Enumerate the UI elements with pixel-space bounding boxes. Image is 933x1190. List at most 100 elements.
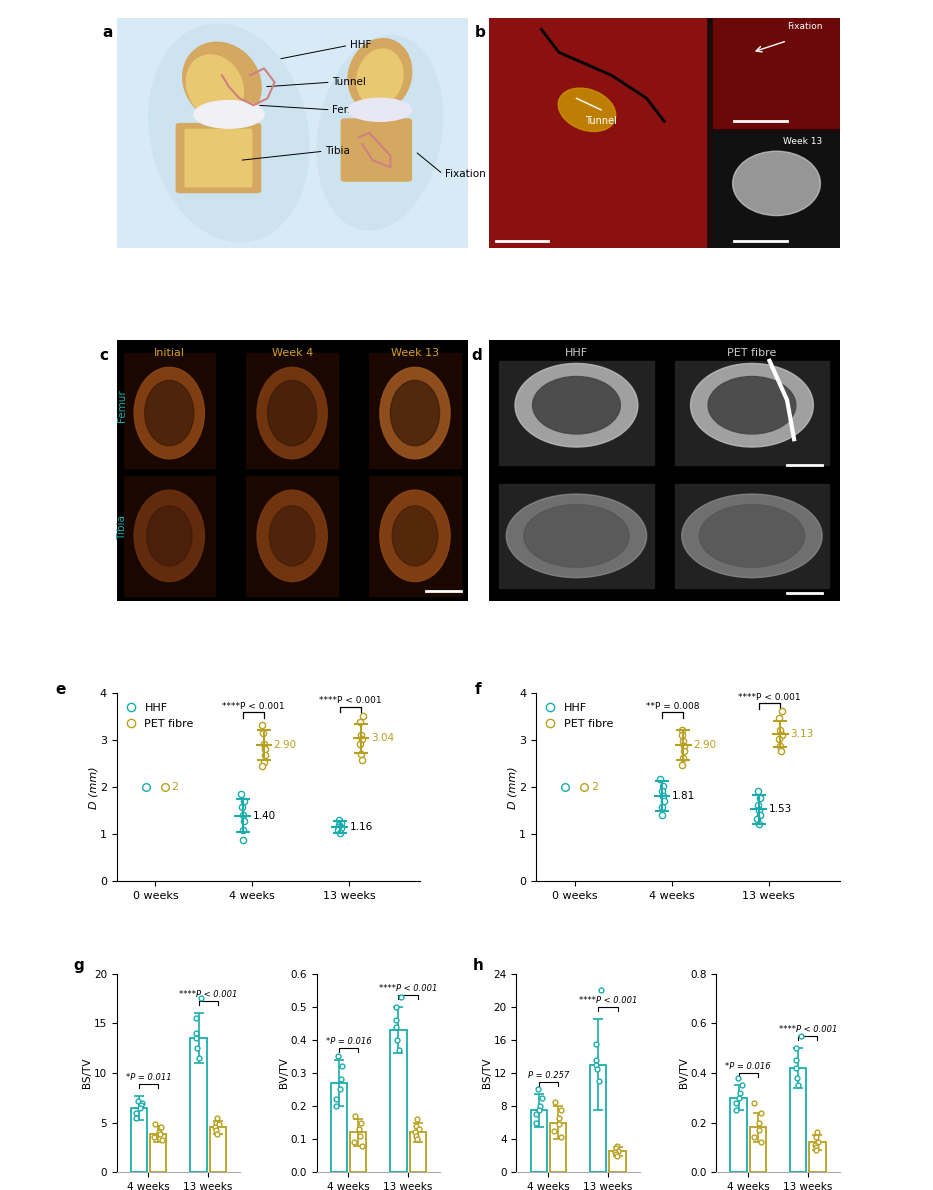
Bar bbox=[750, 1127, 766, 1172]
FancyBboxPatch shape bbox=[489, 18, 706, 248]
Legend: HHF, PET fibre: HHF, PET fibre bbox=[541, 699, 618, 733]
Text: 3.04: 3.04 bbox=[370, 733, 394, 744]
Bar bbox=[330, 1083, 347, 1172]
Text: d: d bbox=[471, 347, 481, 363]
Ellipse shape bbox=[558, 88, 616, 132]
Text: *P = 0.011: *P = 0.011 bbox=[126, 1073, 172, 1082]
Ellipse shape bbox=[257, 368, 327, 459]
Legend: HHF, PET fibre: HHF, PET fibre bbox=[122, 699, 198, 733]
Ellipse shape bbox=[356, 49, 403, 106]
Text: P = 0.257: P = 0.257 bbox=[527, 1071, 569, 1079]
FancyBboxPatch shape bbox=[246, 353, 338, 468]
Text: a: a bbox=[103, 25, 113, 39]
FancyBboxPatch shape bbox=[714, 18, 840, 129]
FancyBboxPatch shape bbox=[124, 476, 215, 596]
FancyBboxPatch shape bbox=[176, 124, 260, 193]
Text: Tibia: Tibia bbox=[326, 146, 351, 156]
Bar bbox=[210, 1127, 226, 1172]
FancyBboxPatch shape bbox=[369, 353, 461, 468]
Text: 2.90: 2.90 bbox=[273, 740, 297, 750]
Ellipse shape bbox=[187, 55, 244, 119]
FancyBboxPatch shape bbox=[499, 361, 654, 465]
Text: ****P < 0.001: ****P < 0.001 bbox=[222, 702, 285, 710]
Bar bbox=[350, 1133, 366, 1172]
Ellipse shape bbox=[507, 494, 647, 577]
Ellipse shape bbox=[145, 381, 194, 446]
Text: *P = 0.016: *P = 0.016 bbox=[725, 1063, 771, 1071]
Ellipse shape bbox=[682, 494, 822, 577]
Text: *P = 0.016: *P = 0.016 bbox=[326, 1036, 371, 1046]
Bar bbox=[591, 1065, 606, 1172]
FancyBboxPatch shape bbox=[124, 353, 215, 468]
FancyBboxPatch shape bbox=[246, 476, 338, 596]
Bar bbox=[131, 1108, 147, 1172]
Y-axis label: BS/TV: BS/TV bbox=[82, 1058, 92, 1088]
Ellipse shape bbox=[708, 376, 796, 434]
Text: b: b bbox=[475, 25, 485, 39]
Text: e: e bbox=[56, 682, 66, 697]
FancyBboxPatch shape bbox=[341, 119, 411, 181]
Text: ****P < 0.001: ****P < 0.001 bbox=[578, 996, 637, 1006]
Bar bbox=[531, 1110, 547, 1172]
Text: c: c bbox=[99, 347, 108, 363]
Ellipse shape bbox=[690, 363, 814, 447]
Text: 2: 2 bbox=[172, 782, 179, 793]
Text: Fixation: Fixation bbox=[445, 169, 485, 180]
Ellipse shape bbox=[194, 101, 264, 129]
Bar bbox=[550, 1122, 566, 1172]
Ellipse shape bbox=[700, 505, 804, 568]
FancyBboxPatch shape bbox=[675, 483, 829, 588]
Ellipse shape bbox=[134, 490, 204, 582]
Text: ****P < 0.001: ****P < 0.001 bbox=[779, 1025, 837, 1034]
Ellipse shape bbox=[270, 506, 315, 566]
Text: Week 13: Week 13 bbox=[391, 347, 439, 358]
Text: h: h bbox=[473, 958, 484, 972]
Text: ****P < 0.001: ****P < 0.001 bbox=[319, 696, 382, 706]
Ellipse shape bbox=[515, 363, 638, 447]
Text: g: g bbox=[74, 958, 84, 972]
Ellipse shape bbox=[348, 38, 411, 112]
Ellipse shape bbox=[348, 99, 411, 121]
Bar bbox=[809, 1142, 826, 1172]
Y-axis label: D (mm): D (mm) bbox=[89, 766, 98, 809]
Bar bbox=[190, 1038, 206, 1172]
Ellipse shape bbox=[183, 42, 261, 123]
Y-axis label: BS/TV: BS/TV bbox=[482, 1058, 492, 1088]
Text: 2: 2 bbox=[591, 782, 598, 793]
Ellipse shape bbox=[523, 505, 629, 568]
Ellipse shape bbox=[533, 376, 620, 434]
Bar bbox=[410, 1133, 425, 1172]
Text: 1.81: 1.81 bbox=[672, 791, 695, 801]
Text: **P = 0.008: **P = 0.008 bbox=[646, 702, 700, 710]
Bar bbox=[790, 1067, 806, 1172]
Ellipse shape bbox=[380, 490, 450, 582]
Text: ****P < 0.001: ****P < 0.001 bbox=[379, 984, 438, 992]
Text: ****P < 0.001: ****P < 0.001 bbox=[179, 990, 237, 1000]
FancyBboxPatch shape bbox=[499, 483, 654, 588]
Text: PET fibre: PET fibre bbox=[727, 347, 776, 358]
Bar bbox=[150, 1134, 166, 1172]
Text: HHF: HHF bbox=[564, 347, 588, 358]
FancyBboxPatch shape bbox=[369, 476, 461, 596]
Text: HHF: HHF bbox=[350, 40, 371, 50]
Text: 2.90: 2.90 bbox=[693, 740, 717, 750]
Ellipse shape bbox=[732, 151, 820, 215]
Ellipse shape bbox=[392, 506, 438, 566]
Text: Fixation: Fixation bbox=[787, 23, 822, 31]
Y-axis label: D (mm): D (mm) bbox=[508, 766, 518, 809]
Bar bbox=[390, 1029, 407, 1172]
Text: 1.40: 1.40 bbox=[252, 810, 275, 821]
Text: Tunnel: Tunnel bbox=[585, 117, 617, 126]
Ellipse shape bbox=[149, 24, 309, 242]
FancyBboxPatch shape bbox=[675, 361, 829, 465]
Text: Femur: Femur bbox=[332, 105, 365, 114]
Text: Week 4: Week 4 bbox=[272, 347, 313, 358]
Ellipse shape bbox=[134, 368, 204, 459]
Text: Tibia: Tibia bbox=[117, 515, 127, 540]
Bar bbox=[609, 1152, 626, 1172]
Ellipse shape bbox=[257, 490, 327, 582]
Text: Femur: Femur bbox=[117, 389, 127, 421]
Ellipse shape bbox=[146, 506, 192, 566]
Ellipse shape bbox=[380, 368, 450, 459]
Y-axis label: BV/TV: BV/TV bbox=[279, 1058, 289, 1088]
